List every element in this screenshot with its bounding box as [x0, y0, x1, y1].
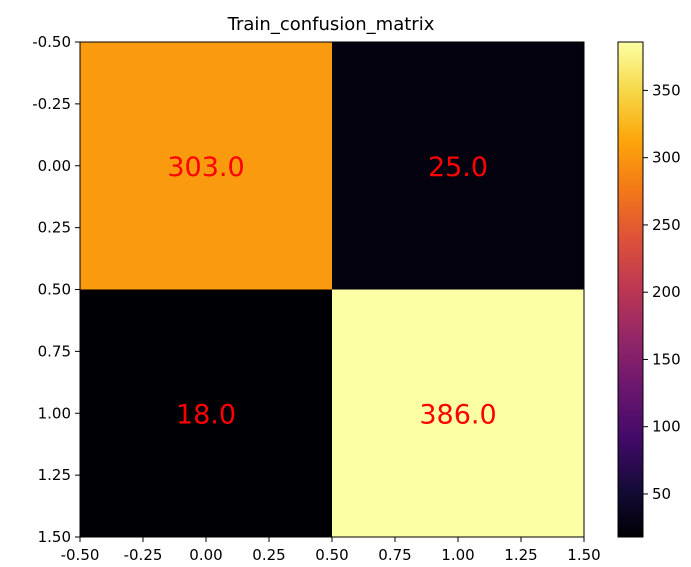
x-tick-label: 0.25 — [252, 546, 285, 564]
colorbar-tick-label: 50 — [652, 485, 671, 503]
heatmap-cell-0-0 — [80, 42, 332, 290]
colorbar-tick-label: 300 — [652, 149, 681, 167]
x-tick-label: 0.75 — [378, 546, 411, 564]
heatmap-cell-1-1 — [332, 289, 584, 537]
y-tick-label: 0.50 — [38, 281, 71, 299]
cell-value-label-0-1: 25.0 — [428, 152, 488, 183]
y-tick-label: -0.25 — [32, 95, 71, 113]
cell-value-label-0-0: 303.0 — [167, 152, 244, 183]
y-tick-label: 0.00 — [38, 157, 71, 175]
heatmap-cell-0-1 — [332, 42, 584, 290]
colorbar-tick-label: 250 — [652, 216, 681, 234]
x-tick-label: 1.50 — [567, 546, 600, 564]
x-tick-label: 1.00 — [441, 546, 474, 564]
y-tick-label: -0.50 — [32, 33, 71, 51]
x-axis: -0.50 -0.25 0.00 0.25 0.50 0.75 1.00 1.25 1.50 — [61, 537, 601, 564]
colorbar-axis: 50 100 150 200 250 300 350 — [643, 81, 681, 503]
colorbar — [617, 41, 644, 538]
heatmap-cells — [80, 42, 584, 537]
y-tick-label: 1.50 — [38, 528, 71, 546]
colorbar-tick-label: 100 — [652, 418, 681, 436]
x-tick-label: 0.50 — [315, 546, 348, 564]
cell-value-label-1-0: 18.0 — [176, 399, 236, 430]
y-tick-label: 1.25 — [38, 466, 71, 484]
y-tick-label: 0.75 — [38, 342, 71, 360]
colorbar-tick-label: 200 — [652, 283, 681, 301]
x-tick-label: -0.50 — [61, 546, 100, 564]
x-tick-label: 1.25 — [504, 546, 537, 564]
y-tick-label: 1.00 — [38, 404, 71, 422]
x-tick-label: 0.00 — [189, 546, 222, 564]
heatmap-cell-1-0 — [80, 289, 332, 537]
y-tick-label: 0.25 — [38, 219, 71, 237]
x-tick-label: -0.25 — [124, 546, 163, 564]
heatmap-cell-labels: 303.0 25.0 18.0 386.0 — [167, 152, 496, 431]
colorbar-tick-label: 150 — [652, 350, 681, 368]
y-axis: -0.50 -0.25 0.00 0.25 0.50 0.75 1.00 1.25 1.50 — [32, 33, 80, 546]
colorbar-tick-label: 350 — [652, 81, 681, 99]
chart-title: Train_confusion_matrix — [227, 14, 435, 35]
cell-value-label-1-1: 386.0 — [419, 399, 496, 430]
